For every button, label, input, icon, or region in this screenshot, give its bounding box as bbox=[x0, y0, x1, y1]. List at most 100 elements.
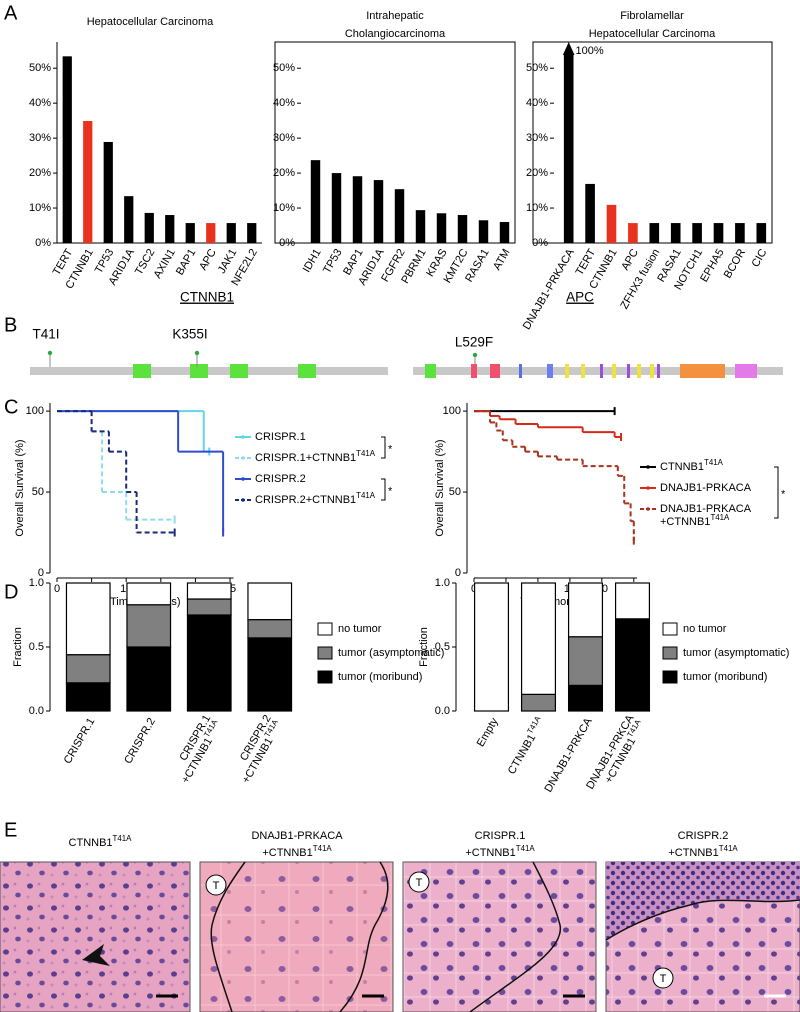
image-title-text: CTNNB1 bbox=[69, 837, 113, 849]
arrowhead bbox=[82, 944, 110, 966]
y-tick-label: 20% bbox=[29, 167, 51, 179]
legend-label: tumor (moribund) bbox=[338, 671, 422, 683]
y-tick-label: 10% bbox=[29, 202, 51, 214]
y-tick-label: 10% bbox=[526, 202, 548, 214]
x-tick-label: ATM bbox=[491, 247, 513, 272]
image-title: DNAJB1-PRKACA bbox=[251, 830, 343, 842]
y-axis-label: Overall Survival (%) bbox=[434, 439, 446, 536]
tumor-marker bbox=[205, 874, 227, 896]
bar bbox=[373, 180, 384, 243]
protein-domain bbox=[581, 364, 585, 378]
y-tick-label: 20% bbox=[273, 167, 295, 179]
x-tick-label-text: Empty bbox=[475, 716, 501, 749]
x-tick-label: CRISPR.2 bbox=[122, 716, 158, 766]
protein-domain bbox=[650, 364, 654, 378]
image-title-text: +CTNNB1 bbox=[262, 847, 312, 859]
tumor-boundary bbox=[339, 861, 389, 1012]
stacked-bar-segment bbox=[126, 604, 172, 648]
bar bbox=[331, 173, 342, 243]
x-tick-label-text: CRISPR.2 bbox=[122, 716, 158, 766]
x-tick-label-group: CRISPR.2 bbox=[122, 716, 158, 766]
chart-title: Cholangiocarcinoma bbox=[345, 28, 446, 40]
protein-domain bbox=[565, 364, 569, 378]
legend-label: tumor (asymptomatic) bbox=[338, 647, 444, 659]
stacked-bar-segment bbox=[247, 582, 293, 621]
y-tick-label: 0% bbox=[35, 237, 51, 249]
stacked-bar-segment bbox=[65, 582, 111, 656]
protein-domain bbox=[519, 364, 522, 378]
stacked-bar-segment bbox=[614, 618, 651, 712]
overflow-arrow bbox=[562, 42, 575, 55]
legend-swatch-dot bbox=[646, 486, 650, 490]
y-tick-label: 30% bbox=[29, 132, 51, 144]
y-axis-label: Fraction bbox=[12, 627, 24, 667]
x-tick-label-group: DNAJB1-PRKCA+CTNNB1T41A bbox=[584, 712, 642, 791]
y-axis-label: Overall Survival (%) bbox=[14, 439, 26, 536]
legend-label: no tumor bbox=[338, 623, 382, 635]
lollipop-head bbox=[47, 350, 53, 356]
x-tick-label-text: CRISPR.1 bbox=[62, 716, 98, 766]
y-tick-label: 1.0 bbox=[29, 577, 44, 589]
y-tick-label: 0% bbox=[532, 237, 548, 249]
bar bbox=[394, 189, 405, 243]
y-tick-label: 50 bbox=[449, 486, 461, 498]
stacked-bar-segment bbox=[520, 693, 557, 712]
y-tick-label: 10% bbox=[273, 202, 295, 214]
image-title-text: CRISPR.1 bbox=[475, 830, 526, 842]
histology-image bbox=[199, 861, 394, 1012]
legend-label-text: CRISPR.1 bbox=[255, 431, 306, 443]
protein-domain bbox=[627, 364, 630, 378]
legend-label-text: DNAJB1-PRKACA bbox=[660, 482, 752, 494]
x-tick-label-group: CRISPR.1 bbox=[62, 716, 98, 766]
legend-swatch bbox=[662, 670, 678, 684]
legend-label-sup: T41A bbox=[356, 491, 376, 500]
protein-domain bbox=[600, 364, 603, 378]
bar bbox=[415, 210, 426, 243]
protein-domain bbox=[657, 364, 660, 378]
y-tick-label: 0 bbox=[455, 567, 461, 579]
tumor-marker-text: T bbox=[660, 973, 667, 985]
legend-swatch bbox=[317, 670, 333, 684]
x-tick-label: APC bbox=[619, 247, 641, 273]
legend-label: DNAJB1-PRKACA bbox=[660, 503, 752, 515]
stacked-bar-segment bbox=[614, 582, 651, 620]
stacked-bar-segment bbox=[567, 684, 604, 712]
significance-label: * bbox=[388, 443, 393, 455]
legend-swatch-dot bbox=[241, 498, 245, 502]
panel-label: A bbox=[4, 2, 18, 24]
chart-title: Hepatocellular Carcinoma bbox=[87, 16, 214, 28]
stacked-bar-segment bbox=[247, 619, 293, 639]
bar bbox=[144, 212, 154, 243]
legend-label-text: CRISPR.1+CTNNB1 bbox=[255, 452, 356, 464]
bar bbox=[62, 56, 72, 243]
protein-domain bbox=[298, 364, 316, 378]
bar bbox=[436, 213, 447, 243]
bar bbox=[124, 196, 134, 243]
y-tick-label: 40% bbox=[526, 97, 548, 109]
bar bbox=[165, 215, 175, 243]
protein-diagram: APC L529F bbox=[413, 290, 783, 378]
y-tick-label: 50% bbox=[526, 62, 548, 74]
chart-title: Fibrolamellar bbox=[620, 10, 684, 22]
y-tick-label: 0.5 bbox=[29, 641, 44, 653]
protein-title: APC bbox=[566, 290, 594, 305]
significance-label: * bbox=[781, 488, 786, 500]
protein-domain bbox=[471, 364, 477, 378]
y-tick-label: 0.5 bbox=[435, 641, 450, 653]
x-tick-label-group: Empty bbox=[475, 716, 501, 749]
legend-label-text: +CTNNB1 bbox=[660, 516, 710, 528]
protein-domain bbox=[612, 364, 616, 378]
mutation-label: K355I bbox=[172, 327, 207, 342]
image-title-sup: T41A bbox=[113, 834, 133, 843]
panel-label: C bbox=[4, 396, 18, 418]
y-tick-label: 40% bbox=[29, 97, 51, 109]
x-tick-label: Empty bbox=[475, 716, 501, 749]
bar bbox=[756, 223, 767, 243]
bar bbox=[670, 223, 681, 243]
x-tick-label: CIC bbox=[750, 247, 770, 269]
bar bbox=[628, 223, 638, 243]
bar bbox=[103, 141, 113, 243]
tumor-marker-text: T bbox=[213, 880, 220, 892]
